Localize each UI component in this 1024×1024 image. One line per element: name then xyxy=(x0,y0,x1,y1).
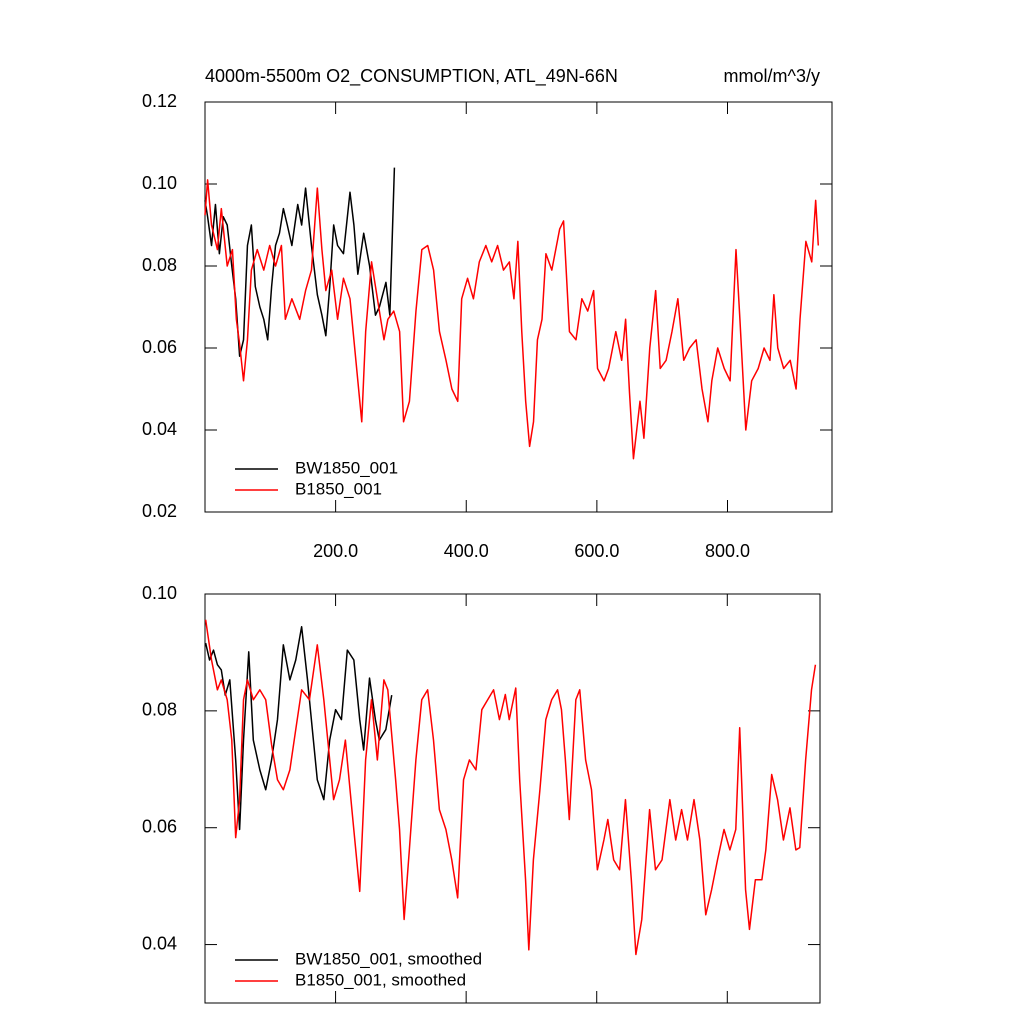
data-line xyxy=(204,179,820,460)
legend-label: BW1850_001 xyxy=(295,458,398,477)
data-line xyxy=(204,625,393,831)
y-tick-label: 0.10 xyxy=(142,583,177,603)
data-line xyxy=(204,619,817,956)
y-tick-label: 0.04 xyxy=(142,933,177,953)
y-tick-label: 0.10 xyxy=(142,173,177,193)
y-tick-label: 0.02 xyxy=(142,501,177,521)
x-tick-label: 400.0 xyxy=(444,541,489,561)
data-line xyxy=(204,167,396,357)
plot-frame xyxy=(204,101,833,513)
y-tick-label: 0.06 xyxy=(142,337,177,357)
x-tick-label: 200.0 xyxy=(313,541,358,561)
y-tick-label: 0.04 xyxy=(142,419,177,439)
legend-label: B1850_001 xyxy=(295,479,382,498)
y-tick-label: 0.06 xyxy=(142,816,177,836)
y-tick-label: 0.08 xyxy=(142,255,177,275)
x-tick-label: 600.0 xyxy=(574,541,619,561)
y-tick-label: 0.12 xyxy=(142,91,177,111)
chart-title: 4000m-5500m O2_CONSUMPTION, ATL_49N-66N xyxy=(205,66,618,87)
units-label: mmol/m^3/y xyxy=(724,66,820,86)
legend-label: BW1850_001, smoothed xyxy=(295,949,482,968)
plot-frame xyxy=(204,593,821,1004)
legend-label: B1850_001, smoothed xyxy=(295,970,466,989)
y-tick-label: 0.08 xyxy=(142,700,177,720)
x-tick-label: 800.0 xyxy=(705,541,750,561)
